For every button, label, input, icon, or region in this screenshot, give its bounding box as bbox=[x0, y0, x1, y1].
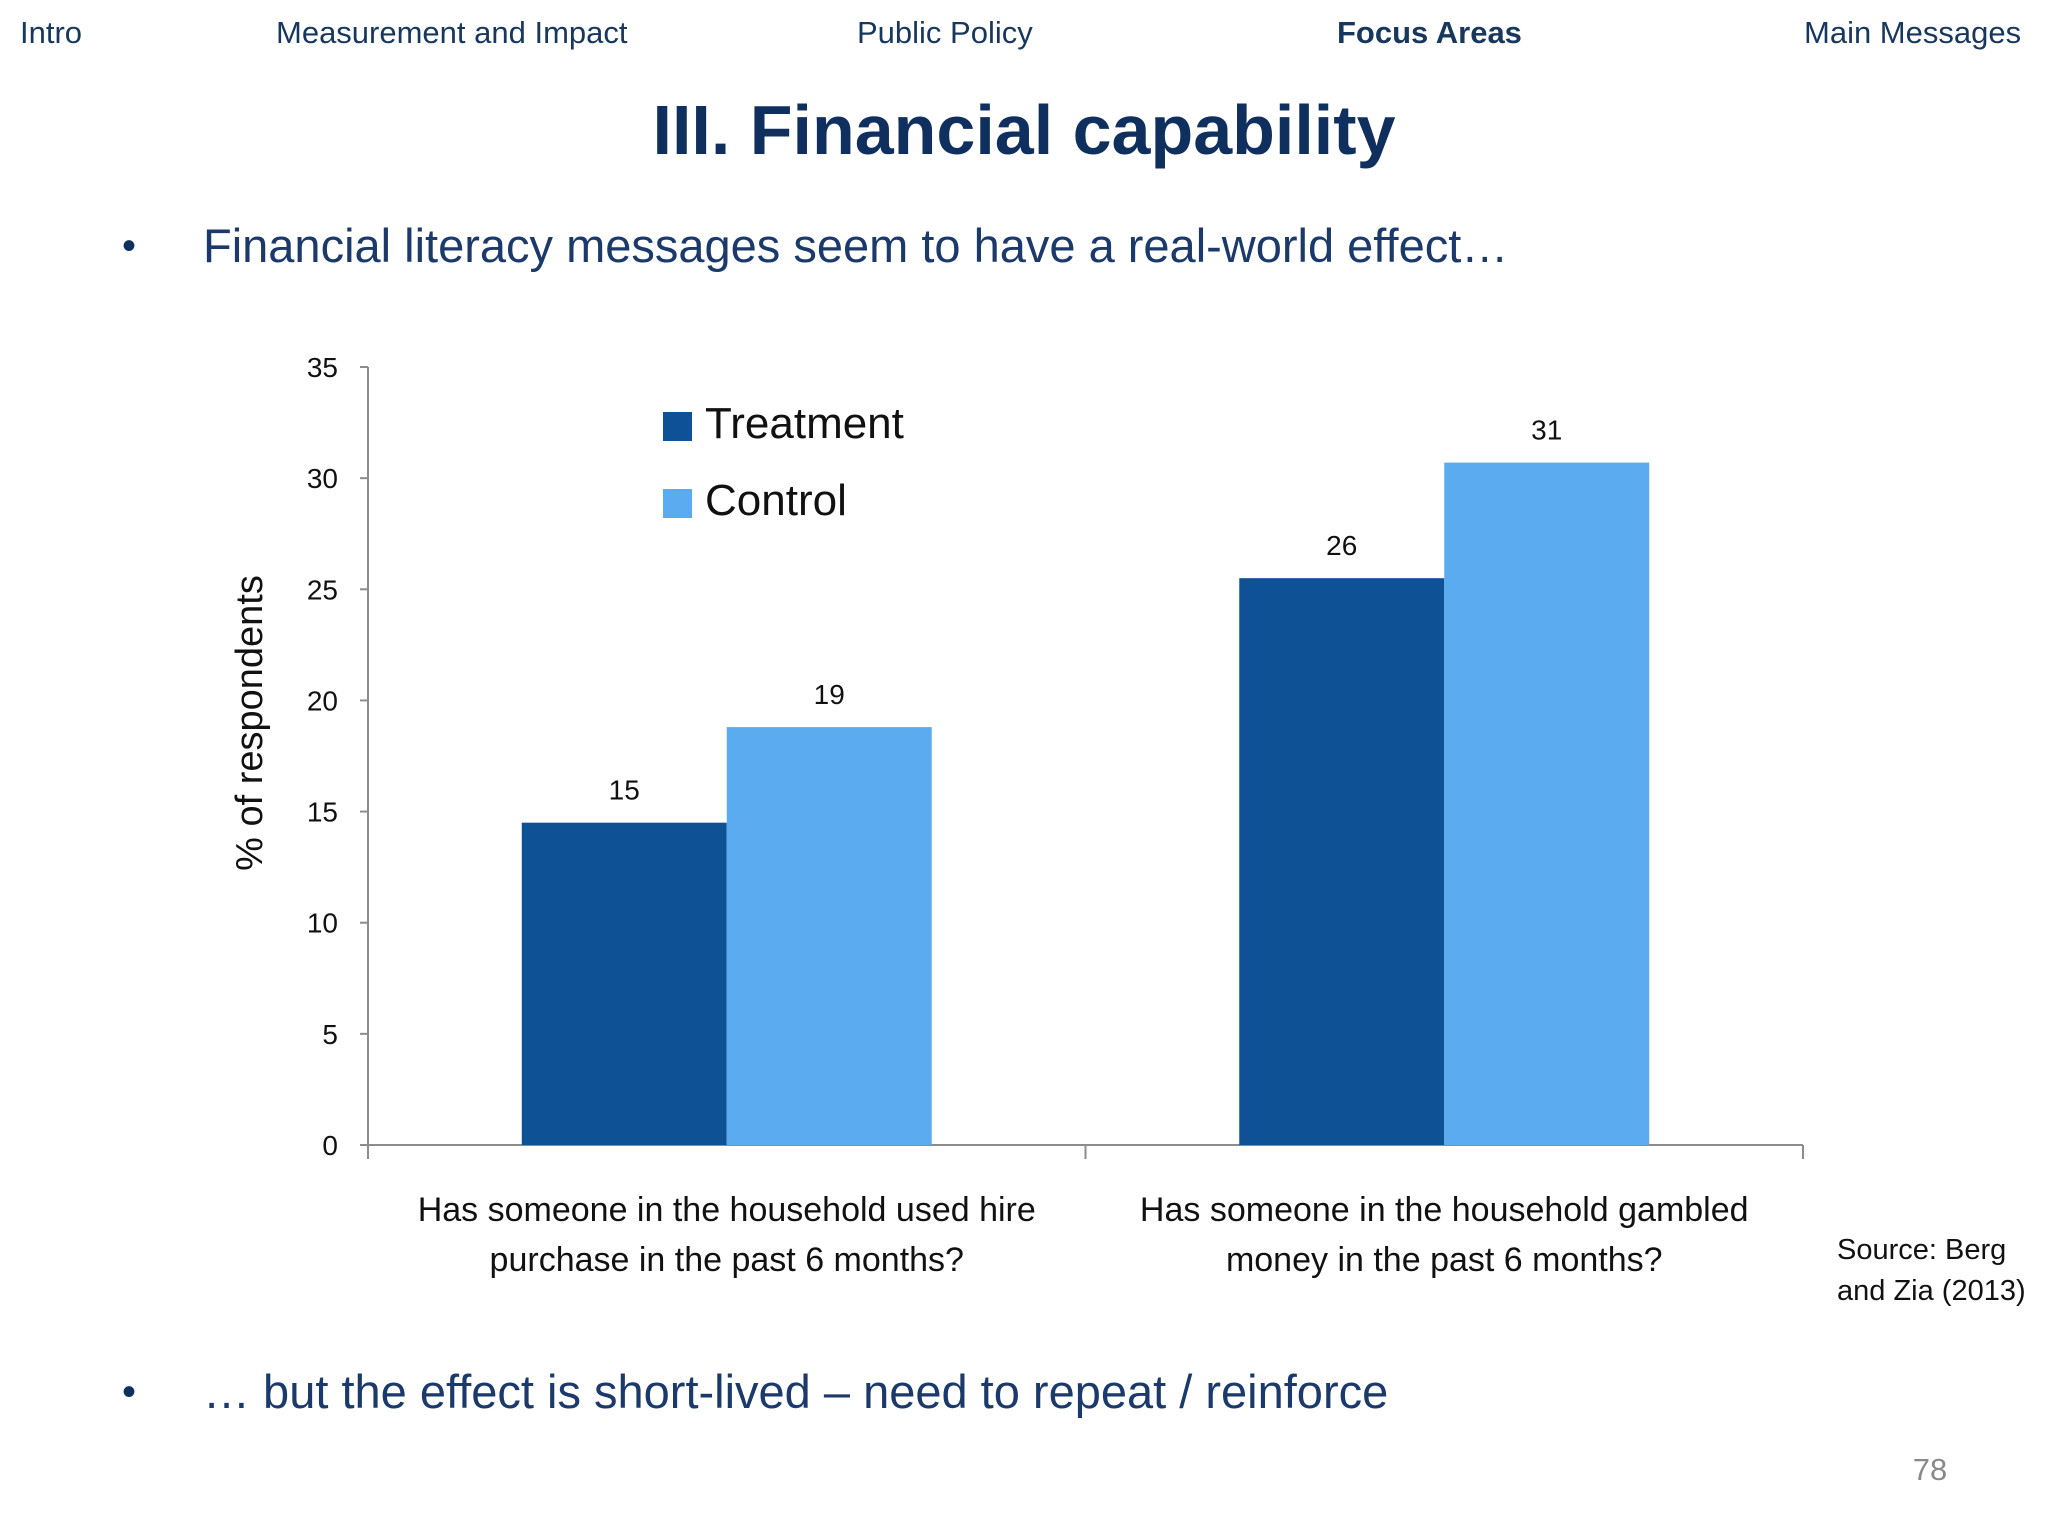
nav-item-intro[interactable]: Intro bbox=[20, 15, 83, 50]
source-line-2: and Zia (2013) bbox=[1837, 1275, 2026, 1307]
y-tick-label: 0 bbox=[322, 1130, 338, 1161]
bar-treatment-1 bbox=[521, 822, 727, 1145]
y-tick-label: 5 bbox=[322, 1019, 338, 1050]
y-tick-label: 30 bbox=[307, 463, 338, 494]
x-category-label: Has someone in the household used hire bbox=[418, 1191, 1036, 1229]
bar-treatment-2 bbox=[1239, 578, 1445, 1145]
bar-chart: 0 5 10 15 20 25 30 35 15 19 Has someone in the hou… bbox=[229, 352, 1804, 1279]
y-tick-label: 10 bbox=[307, 908, 338, 939]
page-number: 78 bbox=[1912, 1452, 1948, 1487]
bullet-text-1: Financial literacy messages seem to have… bbox=[203, 219, 1509, 272]
nav-item-measurement-and-impact[interactable]: Measurement and Impact bbox=[276, 15, 628, 50]
bullet-dot-icon: • bbox=[122, 1370, 137, 1414]
bar-control-1 bbox=[726, 727, 932, 1145]
bullet-text-2: … but the effect is short-lived – need t… bbox=[203, 1365, 1389, 1418]
source-line-1: Source: Berg bbox=[1837, 1234, 2007, 1266]
top-navigation: Intro Measurement and Impact Public Poli… bbox=[0, 10, 2048, 55]
nav-item-focus-areas[interactable]: Focus Areas bbox=[1337, 15, 1522, 50]
legend-swatch-control bbox=[663, 489, 692, 518]
y-tick-label: 25 bbox=[307, 574, 338, 605]
y-tick-label: 20 bbox=[307, 685, 338, 716]
legend-label-control: Control bbox=[705, 476, 847, 525]
y-tick-label: 35 bbox=[307, 352, 338, 383]
y-axis-title: % of respondents bbox=[229, 575, 271, 871]
data-label: 19 bbox=[814, 679, 845, 710]
bullet-dot-icon: • bbox=[122, 224, 137, 268]
source-note: Source: Berg and Zia (2013) bbox=[1837, 1230, 2047, 1312]
data-label: 26 bbox=[1326, 530, 1357, 561]
legend-swatch-treatment bbox=[663, 412, 692, 441]
x-category-label: Has someone in the household gambled bbox=[1140, 1191, 1749, 1229]
y-tick-label: 15 bbox=[307, 797, 338, 828]
nav-item-public-policy[interactable]: Public Policy bbox=[857, 15, 1033, 50]
bar-control-2 bbox=[1444, 462, 1650, 1145]
x-category-label: purchase in the past 6 months? bbox=[490, 1241, 964, 1279]
slide-title: III. Financial capability bbox=[652, 91, 1396, 169]
data-label: 31 bbox=[1531, 415, 1562, 446]
nav-item-main-messages[interactable]: Main Messages bbox=[1804, 15, 2022, 50]
x-category-label: money in the past 6 months? bbox=[1226, 1241, 1663, 1279]
data-label: 15 bbox=[609, 775, 640, 806]
legend-label-treatment: Treatment bbox=[705, 399, 904, 448]
